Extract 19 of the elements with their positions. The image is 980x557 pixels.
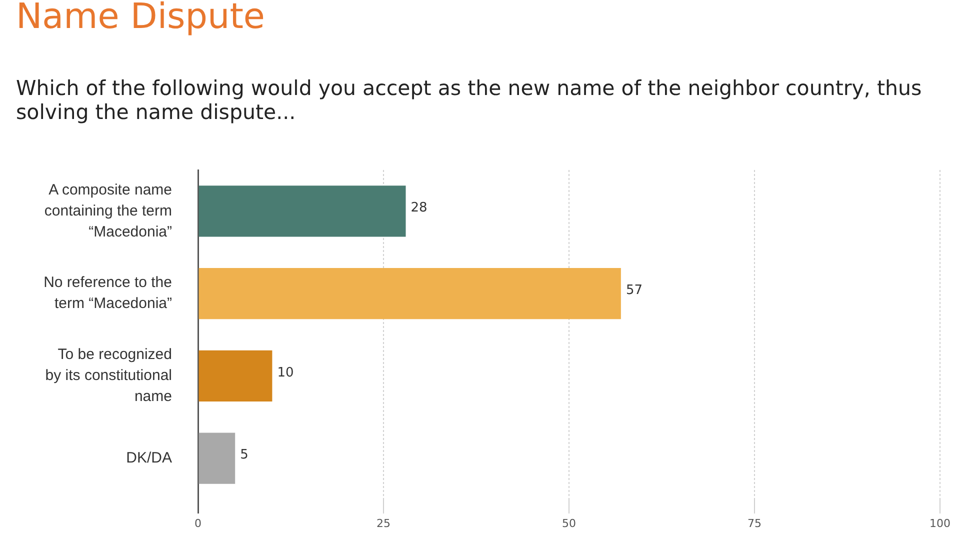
y-tick-label: DK/DA (126, 449, 172, 466)
bar (198, 268, 621, 320)
x-tick-label: 100 (930, 516, 950, 530)
data-label: 28 (410, 200, 428, 216)
chart-subtitle: Which of the following would you accept as the new name of the neighbor country, thus solving the name dispute... (16, 76, 923, 124)
y-tick-label: To be recognized by its constitutional name (45, 346, 172, 406)
bar (198, 186, 406, 237)
x-tick-label: 25 (376, 516, 390, 530)
y-tick-label: No reference to the term “Macedonia” (44, 274, 172, 312)
x-tick-label: 50 (562, 516, 576, 530)
bar (198, 350, 272, 402)
data-label: 10 (277, 365, 294, 380)
x-tick-label: 75 (748, 516, 762, 530)
x-tick-label: 0 (194, 516, 202, 530)
y-tick-label: A composite name containing the term “Macedonia” (44, 181, 172, 240)
data-label: 5 (240, 448, 248, 463)
chart-title: Name Dispute (16, 0, 265, 38)
data-label: 57 (626, 282, 642, 298)
bar (198, 432, 236, 484)
